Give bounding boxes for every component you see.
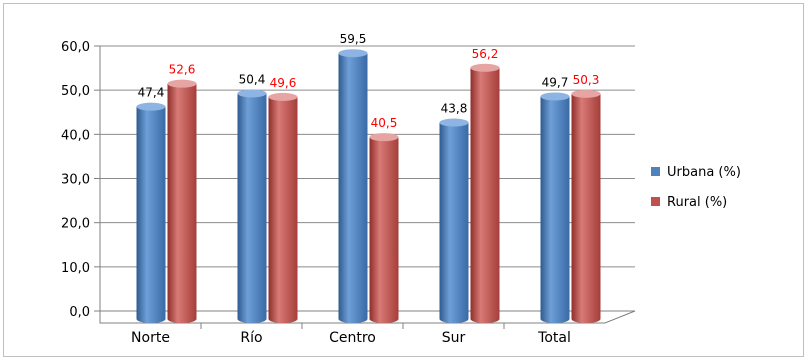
bar xyxy=(136,102,166,324)
data-labels: 47,4 52,6 50,4 49,6 59,5 40,5 43,8 56,2 49,7 50,3 xyxy=(138,32,600,130)
data-label: 50,4 xyxy=(239,72,266,86)
y-tick-label: 50,0 xyxy=(61,84,90,99)
legend-entry: Rural (%) xyxy=(651,195,727,210)
x-tick-label: Río xyxy=(240,330,262,346)
legend-swatch xyxy=(651,197,660,206)
bar xyxy=(268,92,298,323)
data-label: 43,8 xyxy=(441,102,468,116)
bar xyxy=(439,118,469,323)
x-tick-label: Norte xyxy=(131,330,170,346)
y-tick-label: 10,0 xyxy=(61,261,90,276)
data-label: 56,2 xyxy=(472,47,499,61)
data-label: 49,7 xyxy=(542,75,569,89)
y-tick-label: 20,0 xyxy=(61,217,90,232)
bar xyxy=(540,92,570,323)
y-axis-ticks: 0,0 10,0 20,0 30,0 40,0 50,0 60,0 xyxy=(61,40,100,320)
bar xyxy=(369,133,399,323)
data-label: 47,4 xyxy=(138,86,165,100)
bar xyxy=(237,89,267,324)
bar xyxy=(338,49,368,323)
legend-entry: Urbana (%) xyxy=(651,165,741,180)
data-label: 49,6 xyxy=(270,76,297,90)
x-tick-label: Centro xyxy=(329,330,376,346)
x-tick-label: Total xyxy=(537,330,571,346)
data-label: 40,5 xyxy=(371,116,398,130)
legend-label: Rural (%) xyxy=(667,195,727,210)
legend-label: Urbana (%) xyxy=(667,165,741,180)
data-label: 59,5 xyxy=(340,32,367,46)
legend: Urbana (%) Rural (%) xyxy=(651,165,741,210)
y-tick-label: 40,0 xyxy=(61,128,90,143)
y-tick-label: 60,0 xyxy=(61,40,90,55)
data-label: 52,6 xyxy=(169,63,196,77)
x-axis-categories: Norte Río Centro Sur Total xyxy=(131,323,571,346)
data-label: 50,3 xyxy=(573,73,600,87)
y-tick-label: 30,0 xyxy=(61,173,90,188)
y-tick-label: 0,0 xyxy=(69,305,90,320)
bar xyxy=(571,89,601,323)
bar xyxy=(470,63,500,324)
x-tick-label: Sur xyxy=(442,330,466,346)
bars xyxy=(136,49,601,324)
legend-swatch xyxy=(651,167,660,176)
bar xyxy=(167,79,197,323)
